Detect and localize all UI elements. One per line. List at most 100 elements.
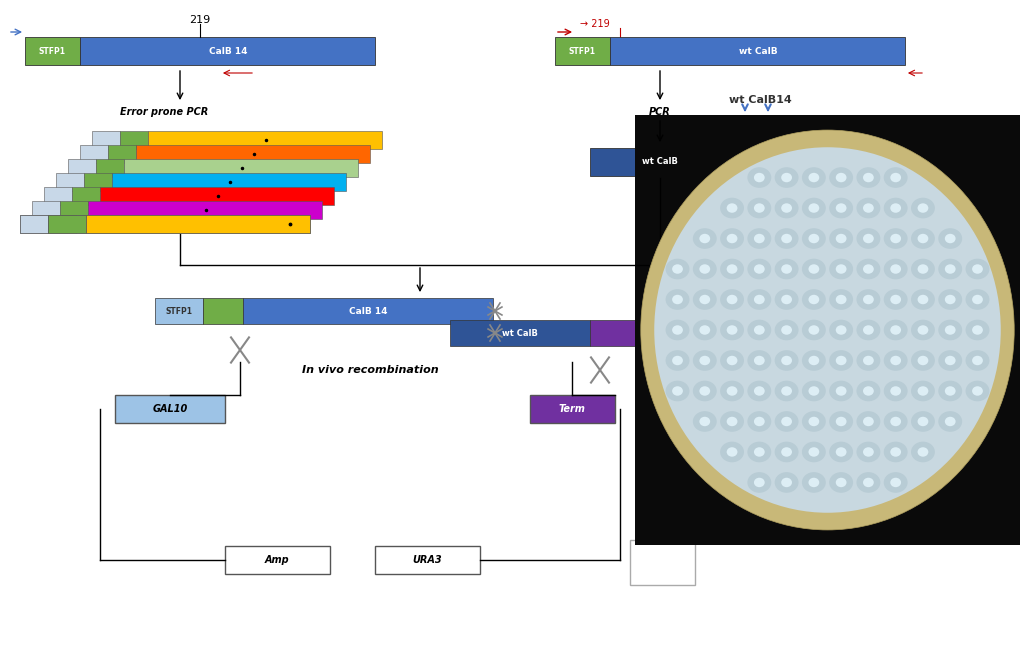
Ellipse shape [754,234,764,243]
Ellipse shape [945,264,956,274]
Ellipse shape [856,381,880,401]
Ellipse shape [945,325,956,334]
Ellipse shape [781,447,792,457]
Text: URA3: URA3 [412,555,442,565]
Ellipse shape [748,350,772,371]
Bar [120,131,148,149]
Ellipse shape [802,411,825,432]
Bar [92,131,120,149]
Ellipse shape [856,472,880,492]
Ellipse shape [754,325,764,334]
Ellipse shape [720,198,744,218]
Text: wt CalB: wt CalB [502,329,538,338]
Bar [96,159,124,177]
Ellipse shape [748,320,772,340]
Ellipse shape [720,258,744,280]
Ellipse shape [775,381,799,401]
Ellipse shape [829,411,853,432]
Ellipse shape [775,290,799,310]
Ellipse shape [654,147,1001,513]
Ellipse shape [754,478,764,487]
Ellipse shape [809,295,819,304]
Ellipse shape [802,228,825,249]
Ellipse shape [863,356,874,366]
Ellipse shape [720,290,744,310]
Text: STFP1: STFP1 [55,221,80,227]
Ellipse shape [836,386,846,396]
Ellipse shape [781,173,792,182]
Ellipse shape [917,264,929,274]
Ellipse shape [829,381,853,401]
Ellipse shape [938,350,962,371]
Ellipse shape [699,356,710,366]
Bar [56,173,84,191]
Text: Amp: Amp [264,555,289,565]
Ellipse shape [938,381,962,401]
Ellipse shape [911,320,935,340]
Ellipse shape [884,228,908,249]
Ellipse shape [966,258,990,280]
Ellipse shape [890,173,901,182]
Bar [136,145,370,163]
Ellipse shape [748,472,772,492]
Ellipse shape [699,416,710,426]
Ellipse shape [829,167,853,188]
Bar [155,298,204,324]
Ellipse shape [754,204,764,213]
Ellipse shape [829,442,853,462]
Ellipse shape [781,295,792,304]
Ellipse shape [829,350,853,371]
Ellipse shape [890,386,901,396]
Ellipse shape [720,320,744,340]
Bar [100,187,334,205]
Ellipse shape [836,416,846,426]
Text: PCR: PCR [649,107,670,117]
Bar [20,215,48,233]
Ellipse shape [665,258,689,280]
Ellipse shape [699,325,710,334]
Ellipse shape [754,416,764,426]
Ellipse shape [802,320,825,340]
Bar [375,546,480,574]
Bar [590,320,640,346]
Ellipse shape [754,295,764,304]
Ellipse shape [966,320,990,340]
Ellipse shape [726,416,738,426]
Ellipse shape [802,350,825,371]
Ellipse shape [890,295,901,304]
Text: STFP1: STFP1 [165,307,192,315]
Ellipse shape [748,411,772,432]
Ellipse shape [726,295,738,304]
Ellipse shape [693,381,717,401]
Ellipse shape [863,416,874,426]
Ellipse shape [836,173,846,182]
Ellipse shape [726,234,738,243]
Ellipse shape [809,325,819,334]
Ellipse shape [856,228,880,249]
Ellipse shape [890,325,901,334]
Ellipse shape [726,325,738,334]
Ellipse shape [972,386,982,396]
Ellipse shape [829,198,853,218]
Ellipse shape [836,234,846,243]
Ellipse shape [829,472,853,492]
Ellipse shape [966,381,990,401]
Ellipse shape [884,290,908,310]
Ellipse shape [829,258,853,280]
Ellipse shape [884,442,908,462]
Ellipse shape [890,478,901,487]
Ellipse shape [911,228,935,249]
Bar [48,215,86,233]
Text: STFP1: STFP1 [568,46,595,56]
Ellipse shape [911,411,935,432]
Ellipse shape [856,320,880,340]
Bar [20,215,48,233]
Bar [48,215,76,233]
Text: CalB 14: CalB 14 [177,219,213,229]
Ellipse shape [775,198,799,218]
Ellipse shape [748,228,772,249]
Bar [84,173,112,191]
Ellipse shape [917,325,929,334]
Ellipse shape [945,416,956,426]
Ellipse shape [917,416,929,426]
